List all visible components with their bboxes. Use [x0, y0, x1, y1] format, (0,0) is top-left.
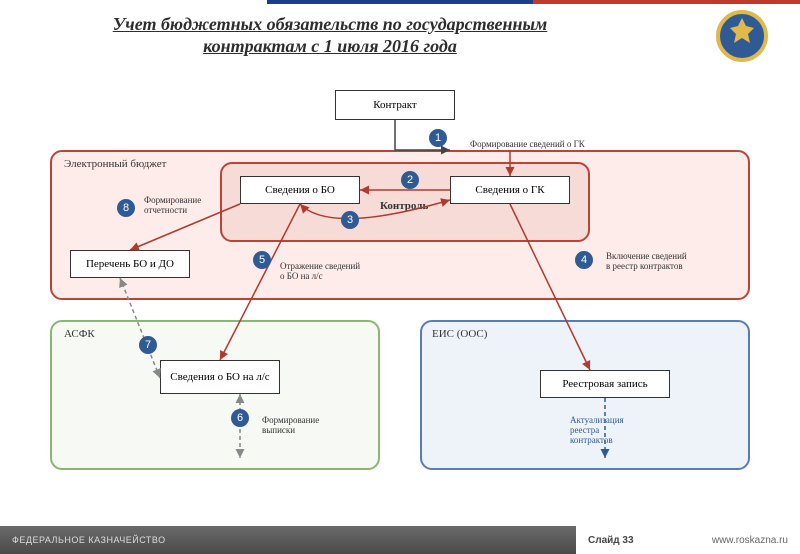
box-contract: Контракт	[335, 90, 455, 120]
step-2: 2	[401, 171, 419, 189]
region-label-electronic-budget: Электронный бюджет	[64, 158, 166, 170]
footer-url: www.roskazna.ru	[712, 535, 788, 546]
slide-number: Слайд 33	[588, 535, 634, 546]
region-label-eis: ЕИС (ООС)	[432, 328, 487, 340]
box-gk-info: Сведения о ГК	[450, 176, 570, 204]
label-formirovanie-vypiski: Формированиевыписки	[262, 416, 319, 436]
title-line2: контрактам с 1 июля 2016 года	[203, 36, 457, 56]
step-3: 3	[341, 211, 359, 229]
label-formirovanie-gk: Формирование сведений о ГК	[470, 140, 585, 150]
label-vkluchenie: Включение сведенийв реестр контрактов	[606, 252, 687, 272]
box-bo-do: Перечень БО и ДО	[70, 250, 190, 278]
box-bo-ls: Сведения о БО на л/с	[160, 360, 280, 394]
label-aktualizatsia: Актуализацияреестраконтрактов	[570, 416, 624, 446]
footer-right: Слайд 33 www.roskazna.ru	[576, 526, 800, 554]
step-6: 6	[231, 409, 249, 427]
top-flag-stripes	[0, 0, 800, 4]
step-1: 1	[429, 129, 447, 147]
flag-stripe-blue	[267, 0, 534, 4]
region-asfk	[50, 320, 380, 470]
region-label-asfk: АСФК	[64, 328, 95, 340]
diagram-area: Электронный бюджет Контроль АСФК ЕИС (ОО…	[30, 90, 770, 494]
slide: Учет бюджетных обязательств по государст…	[0, 0, 800, 554]
title-line1: Учет бюджетных обязательств по государст…	[113, 14, 548, 34]
step-4: 4	[575, 251, 593, 269]
region-label-control: Контроль	[380, 200, 428, 212]
footer-org: ФЕДЕРАЛЬНОЕ КАЗНАЧЕЙСТВО	[0, 526, 576, 554]
box-registry: Реестровая запись	[540, 370, 670, 398]
coat-of-arms-icon	[712, 6, 772, 66]
page-title: Учет бюджетных обязательств по государст…	[60, 14, 600, 57]
step-7: 7	[139, 336, 157, 354]
footer: ФЕДЕРАЛЬНОЕ КАЗНАЧЕЙСТВО Слайд 33 www.ro…	[0, 526, 800, 554]
label-otrazhenie: Отражение сведенийо БО на л/с	[280, 262, 360, 282]
box-bo-info: Сведения о БО	[240, 176, 360, 204]
step-8: 8	[117, 199, 135, 217]
flag-stripe-white	[0, 0, 267, 4]
step-5: 5	[253, 251, 271, 269]
flag-stripe-red	[533, 0, 800, 4]
label-formirovanie-otchet: Формированиеотчетности	[144, 196, 201, 216]
